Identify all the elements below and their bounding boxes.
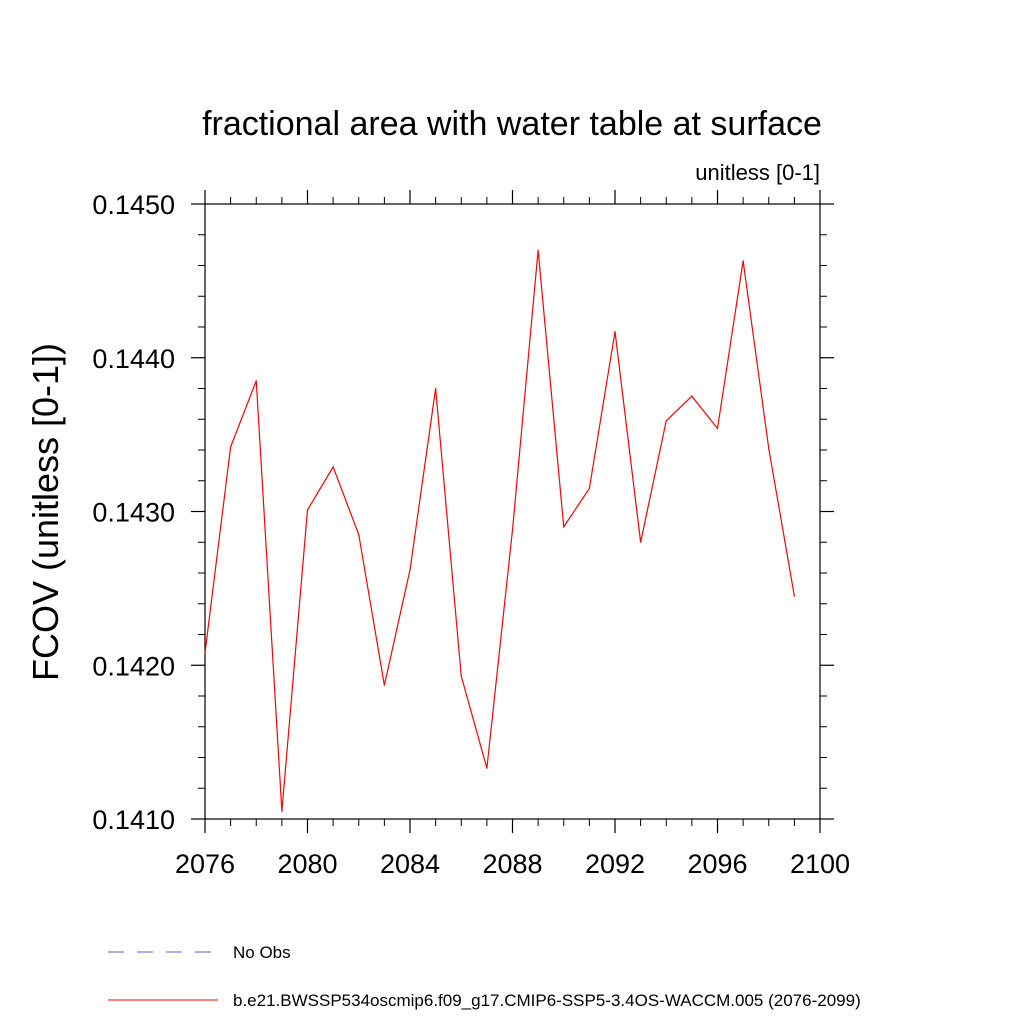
data-point — [409, 569, 411, 571]
y-axis-label: FCOV (unitless [0-1]) — [25, 343, 66, 681]
series-line-0 — [204, 250, 795, 812]
data-point — [511, 529, 514, 531]
y-tick-label: 0.1410 — [92, 805, 175, 835]
legend-label-no-obs: No Obs — [233, 943, 291, 962]
legend-label-model-run: b.e21.BWSSP534oscmip6.f09_g17.CMIP6-SSP5… — [233, 991, 861, 1010]
data-point — [230, 446, 232, 448]
data-point — [614, 331, 616, 333]
data-point — [563, 526, 565, 528]
x-tick-label: 2100 — [790, 849, 850, 879]
data-point — [255, 380, 257, 382]
data-point — [665, 420, 667, 422]
data-point — [640, 541, 642, 543]
data-point — [537, 249, 539, 251]
units-label: unitless [0-1] — [695, 160, 820, 185]
y-tick-label: 0.1430 — [92, 498, 175, 528]
data-point — [768, 447, 770, 450]
data-point — [435, 387, 437, 390]
legend: No Obs b.e21.BWSSP534oscmip6.f09_g17.CMI… — [108, 943, 861, 1010]
data-point — [486, 767, 488, 769]
x-tick-label: 2088 — [482, 849, 542, 879]
data-point — [460, 675, 462, 677]
data-point — [742, 260, 744, 262]
x-tick-label: 2084 — [380, 849, 440, 879]
data-point — [383, 684, 385, 686]
axis-ticks — [191, 190, 834, 833]
data-point — [691, 395, 693, 397]
y-tick-label: 0.1420 — [92, 651, 175, 681]
data-point — [204, 652, 206, 654]
y-tick-label: 0.1440 — [92, 344, 175, 374]
series-group — [204, 249, 795, 812]
data-point — [306, 509, 309, 511]
data-point — [332, 466, 334, 468]
data-point — [358, 533, 360, 536]
data-point — [588, 487, 590, 490]
x-tick-label: 2076 — [175, 849, 235, 879]
data-point — [793, 595, 795, 597]
y-tick-label: 0.1450 — [92, 190, 175, 220]
chart-title: fractional area with water table at surf… — [202, 105, 822, 143]
plot-frame — [204, 203, 821, 820]
x-tick-label: 2092 — [585, 849, 645, 879]
x-tick-label: 2096 — [687, 849, 747, 879]
axis-tick-labels: 2076 2080 2084 2088 2092 2096 2100 0.1410 0.1420… — [92, 190, 850, 879]
x-tick-label: 2080 — [277, 849, 337, 879]
data-point — [716, 427, 719, 430]
data-point — [281, 810, 283, 812]
